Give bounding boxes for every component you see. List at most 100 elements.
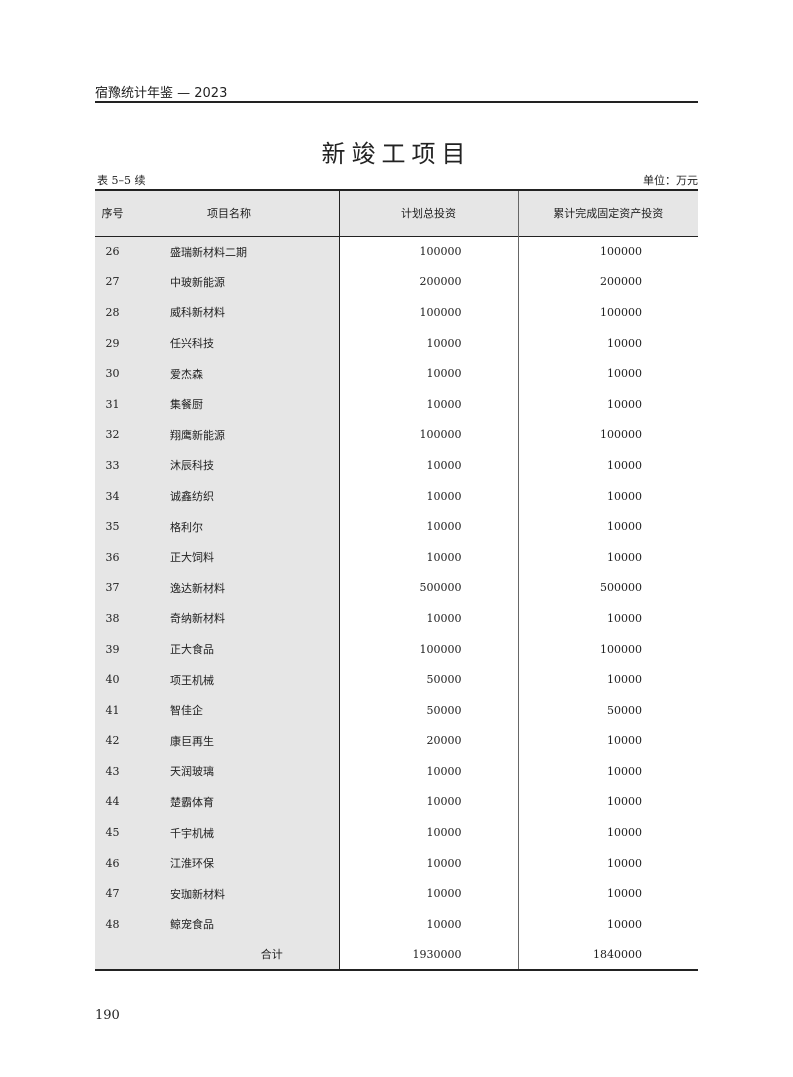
cell-planned: 10000 (339, 603, 519, 634)
table-row: 48 鲸宠食品 10000 10000 (95, 909, 698, 940)
cell-name: 奇纳新材料 (130, 603, 340, 634)
cell-index: 33 (95, 450, 130, 481)
cell-index: 42 (95, 725, 130, 757)
table-row: 41 智佳企 50000 50000 (95, 694, 698, 726)
table-row: 31 集餐厨 10000 10000 (95, 388, 698, 420)
table-row: 29 任兴科技 10000 10000 (95, 327, 698, 359)
cell-planned: 10000 (339, 756, 519, 787)
cell-planned: 10000 (339, 909, 519, 940)
table-row: 47 安珈新材料 10000 10000 (95, 878, 698, 910)
cell-completed: 100000 (600, 245, 642, 259)
cell-index: 31 (95, 388, 130, 420)
table-row: 43 天润玻璃 10000 10000 (95, 756, 698, 787)
page-number: 190 (95, 1008, 120, 1023)
cell-planned: 10000 (339, 388, 519, 420)
cell-planned: 10000 (339, 786, 519, 818)
cell-name: 任兴科技 (130, 327, 340, 359)
cell-index: 48 (95, 909, 130, 940)
cell-name: 鲸宠食品 (130, 909, 340, 940)
cell-name: 爱杰森 (130, 358, 340, 389)
cell-completed: 10000 (607, 489, 642, 503)
cell-name: 威科新材料 (130, 297, 340, 328)
cell-index: 35 (95, 511, 130, 542)
cell-index: 26 (95, 236, 130, 267)
cell-planned: 50000 (339, 664, 519, 695)
cell-index (95, 939, 130, 971)
table-row: 28 威科新材料 100000 100000 (95, 297, 698, 328)
cell-completed: 100000 (600, 642, 642, 656)
table-row: 38 奇纳新材料 10000 10000 (95, 603, 698, 634)
cell-completed: 10000 (607, 764, 642, 778)
cell-planned: 100000 (339, 419, 519, 451)
cell-planned: 100000 (339, 236, 519, 267)
total-planned: 1930000 (339, 939, 519, 971)
cell-index: 38 (95, 603, 130, 634)
table-row: 32 翔鹰新能源 100000 100000 (95, 419, 698, 451)
cell-planned: 10000 (339, 327, 519, 359)
cell-name: 格利尔 (130, 511, 340, 542)
cell-planned: 50000 (339, 694, 519, 726)
cell-index: 46 (95, 847, 130, 879)
cell-name: 安珈新材料 (130, 878, 340, 910)
table-row: 33 沐辰科技 10000 10000 (95, 450, 698, 481)
cell-completed: 10000 (607, 550, 642, 564)
cell-planned: 200000 (339, 266, 519, 298)
cell-completed: 10000 (607, 336, 642, 350)
cell-completed: 10000 (607, 826, 642, 840)
cell-name: 智佳企 (130, 694, 340, 726)
cell-name: 集餐厨 (130, 388, 340, 420)
cell-completed: 500000 (600, 581, 642, 595)
cell-planned: 10000 (339, 878, 519, 910)
header-rule (95, 101, 698, 103)
cell-planned: 10000 (339, 511, 519, 542)
cell-planned: 100000 (339, 297, 519, 328)
table-row: 45 千宇机械 10000 10000 (95, 817, 698, 848)
col-header-index: 序号 (95, 190, 130, 236)
cell-planned: 10000 (339, 817, 519, 848)
cell-completed: 10000 (607, 856, 642, 870)
unit-label: 单位：万元 (643, 174, 698, 187)
cell-completed: 100000 (600, 305, 642, 319)
cell-planned: 10000 (339, 450, 519, 481)
cell-name: 江淮环保 (130, 847, 340, 879)
running-header: 宿豫统计年鉴 — 2023 (95, 86, 228, 101)
col-header-name: 项目名称 (130, 190, 340, 236)
cell-index: 36 (95, 541, 130, 573)
table-row: 30 爱杰森 10000 10000 (95, 358, 698, 389)
cell-completed: 10000 (607, 887, 642, 901)
cell-completed: 50000 (607, 703, 642, 717)
data-table: 序号 项目名称 计划总投资 累计完成固定资产投资 26 盛瑞新材料二期 100000… (95, 189, 698, 971)
table-row: 40 项王机械 50000 10000 (95, 664, 698, 695)
cell-index: 39 (95, 633, 130, 665)
cell-name: 盛瑞新材料二期 (130, 236, 340, 267)
cell-planned: 20000 (339, 725, 519, 757)
total-label: 合计 (130, 939, 340, 971)
cell-name: 项王机械 (130, 664, 340, 695)
cell-index: 40 (95, 664, 130, 695)
cell-planned: 10000 (339, 358, 519, 389)
cell-completed: 10000 (607, 734, 642, 748)
cell-name: 千宇机械 (130, 817, 340, 848)
cell-completed: 10000 (607, 397, 642, 411)
cell-index: 30 (95, 358, 130, 389)
table-row: 42 康巨再生 20000 10000 (95, 725, 698, 757)
cell-planned: 10000 (339, 847, 519, 879)
table-row: 26 盛瑞新材料二期 100000 100000 (95, 236, 698, 267)
cell-name: 楚霸体育 (130, 786, 340, 818)
table-header-row: 序号 项目名称 计划总投资 累计完成固定资产投资 (95, 190, 698, 236)
cell-planned: 100000 (339, 633, 519, 665)
cell-name: 沐辰科技 (130, 450, 340, 481)
cell-completed: 200000 (600, 275, 642, 289)
table-row: 37 逸达新材料 500000 500000 (95, 572, 698, 604)
cell-planned: 500000 (339, 572, 519, 604)
cell-index: 27 (95, 266, 130, 298)
table-row: 35 格利尔 10000 10000 (95, 511, 698, 542)
cell-index: 45 (95, 817, 130, 848)
cell-completed: 10000 (607, 367, 642, 381)
cell-index: 28 (95, 297, 130, 328)
cell-completed: 10000 (607, 520, 642, 534)
cell-index: 37 (95, 572, 130, 604)
cell-index: 34 (95, 480, 130, 512)
cell-index: 44 (95, 786, 130, 818)
table-row: 34 诚鑫纺织 10000 10000 (95, 480, 698, 512)
